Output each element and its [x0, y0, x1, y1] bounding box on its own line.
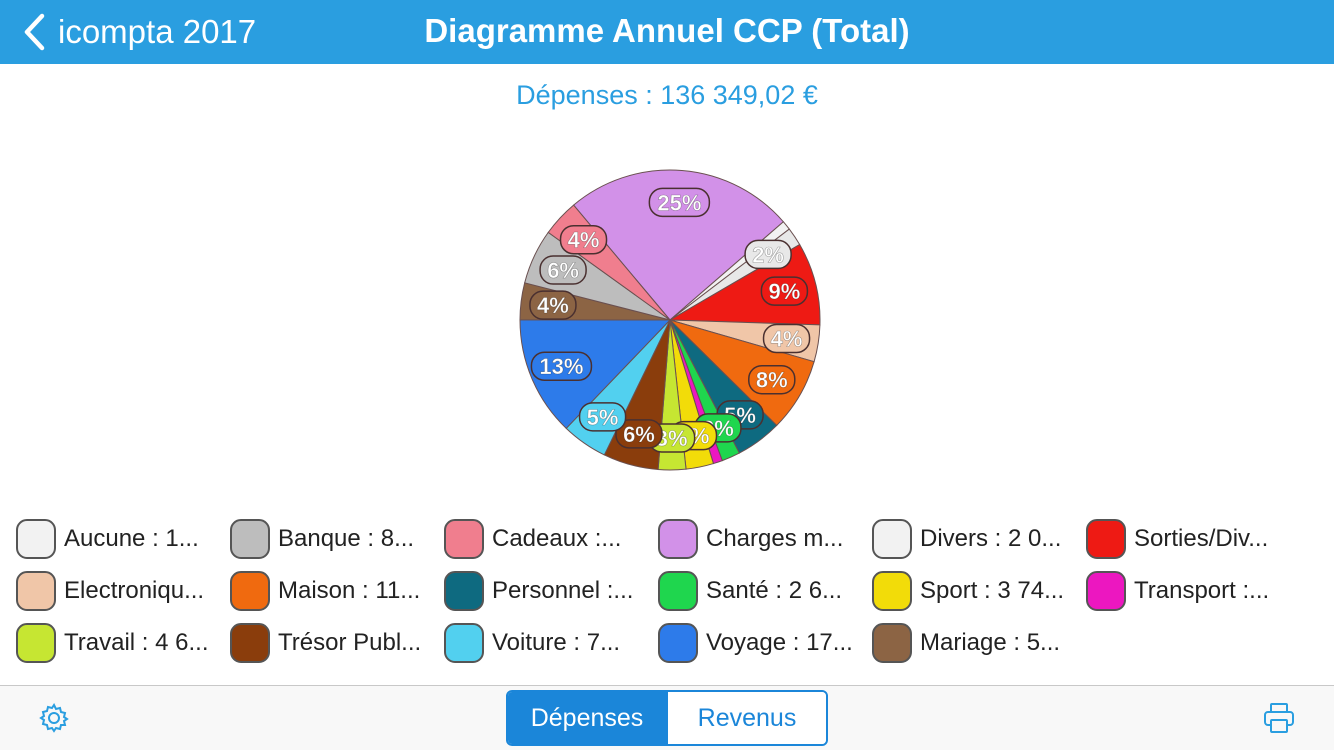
legend-label: Aucune : 1...: [64, 525, 199, 552]
printer-icon[interactable]: [1262, 701, 1296, 735]
pie-slice[interactable]: [519, 319, 672, 430]
legend-item[interactable]: Charges m...: [658, 518, 868, 560]
tab-depenses[interactable]: Dépenses: [508, 692, 666, 744]
legend-label: Trésor Publ...: [278, 629, 422, 656]
slice-percent-label: 4%: [771, 326, 803, 351]
legend-swatch: [230, 571, 270, 611]
slice-label: 6%: [615, 419, 663, 449]
chevron-left-icon: [24, 13, 45, 51]
legend-item[interactable]: Santé : 2 6...: [658, 570, 868, 612]
pie-slice[interactable]: [572, 169, 785, 321]
legend-label: Sorties/Div...: [1134, 525, 1269, 552]
legend-swatch: [444, 623, 484, 663]
legend-label: Personnel :...: [492, 577, 634, 604]
legend-swatch: [1086, 571, 1126, 611]
legend-swatch: [1086, 519, 1126, 559]
legend-item[interactable]: Electroniqu...: [16, 570, 226, 612]
slice-label-bubble: [530, 351, 593, 381]
slice-label-bubble: [748, 364, 796, 395]
legend-label: Sport : 3 74...: [920, 577, 1065, 604]
legend-label: Cadeaux :...: [492, 525, 622, 552]
legend-label: Travail : 4 6...: [64, 629, 209, 656]
legend-item[interactable]: Voiture : 7...: [444, 622, 654, 664]
back-label: icompta 2017: [58, 13, 257, 50]
legend-label: Divers : 2 0...: [920, 525, 1062, 552]
legend-swatch: [16, 623, 56, 663]
legend-label: Voyage : 17...: [706, 629, 853, 656]
legend-item[interactable]: Mariage : 5...: [872, 622, 1082, 664]
slice-percent-label: 8%: [756, 368, 788, 393]
bottom-toolbar: Dépenses Revenus: [0, 685, 1334, 750]
legend-item[interactable]: Maison : 11...: [230, 570, 440, 612]
slice-label: 2%: [744, 239, 792, 270]
slice-label: 8%: [748, 364, 796, 395]
slice-label-bubble: [762, 323, 811, 354]
legend-label: Voiture : 7...: [492, 629, 621, 656]
legend-swatch: [658, 571, 698, 611]
legend-swatch: [872, 571, 912, 611]
slice-label: 13%: [530, 351, 593, 381]
legend-item[interactable]: Travail : 4 6...: [16, 622, 226, 664]
legend-swatch: [872, 519, 912, 559]
legend-label: Mariage : 5...: [920, 629, 1061, 656]
legend-swatch: [872, 623, 912, 663]
legend-item[interactable]: Voyage : 17...: [658, 622, 868, 664]
legend-label: Banque : 8...: [278, 525, 415, 552]
slice-label-bubble: [615, 419, 663, 449]
gear-icon[interactable]: [38, 702, 70, 734]
slice-percent-label: 4%: [537, 293, 569, 318]
legend-item[interactable]: Cadeaux :...: [444, 518, 654, 560]
legend-swatch: [444, 519, 484, 559]
slice-percent-label: 25%: [657, 190, 701, 215]
legend-item[interactable]: Divers : 2 0...: [872, 518, 1082, 560]
pie-chart: 25%2%9%4%8%5%2%3%3%6%5%13%4%6%4%: [519, 169, 821, 471]
slice-percent-label: 6%: [547, 258, 579, 283]
slice-label: 25%: [648, 187, 711, 218]
slice-label-bubble: [744, 239, 792, 270]
legend-swatch: [444, 571, 484, 611]
slice-label-bubble: [648, 187, 711, 218]
legend-label: Electroniqu...: [64, 577, 205, 604]
legend-label: Santé : 2 6...: [706, 577, 843, 604]
slice-label: 6%: [539, 255, 587, 285]
slice-percent-label: 2%: [752, 242, 784, 267]
legend-item[interactable]: Sport : 3 74...: [872, 570, 1082, 612]
slice-label-bubble: [559, 224, 608, 255]
expense-income-switch: Dépenses Revenus: [506, 690, 828, 746]
slice-percent-label: 13%: [539, 354, 583, 379]
legend-item[interactable]: Aucune : 1...: [16, 518, 226, 560]
slice-label: 9%: [760, 276, 809, 306]
tab-revenus[interactable]: Revenus: [666, 692, 826, 744]
legend-label: Maison : 11...: [278, 577, 421, 604]
legend-swatch: [658, 623, 698, 663]
slice-label-bubble: [529, 290, 577, 320]
slice-percent-label: 5%: [587, 405, 619, 430]
legend-item[interactable]: Personnel :...: [444, 570, 654, 612]
slice-label: 5%: [578, 402, 627, 432]
slice-label: 4%: [529, 290, 577, 320]
legend-item[interactable]: Transport :...: [1086, 570, 1296, 612]
legend-swatch: [230, 623, 270, 663]
slice-label-bubble: [539, 255, 587, 285]
legend-item[interactable]: Banque : 8...: [230, 518, 440, 560]
back-button[interactable]: icompta 2017: [22, 8, 256, 56]
slice-label: 4%: [559, 224, 608, 255]
legend-item[interactable]: Trésor Publ...: [230, 622, 440, 664]
slice-percent-label: 9%: [769, 279, 801, 304]
slice-percent-label: 6%: [623, 422, 655, 447]
legend-item[interactable]: Sorties/Div...: [1086, 518, 1296, 560]
legend-swatch: [16, 519, 56, 559]
slice-label-bubble: [578, 402, 627, 432]
legend-swatch: [658, 519, 698, 559]
slice-percent-label: 4%: [568, 228, 600, 253]
navigation-bar: icompta 2017 Diagramme Annuel CCP (Total…: [0, 0, 1334, 64]
legend-label: Charges m...: [706, 525, 844, 552]
legend-swatch: [16, 571, 56, 611]
legend-label: Transport :...: [1134, 577, 1270, 604]
slice-label-bubble: [760, 276, 809, 306]
legend-swatch: [230, 519, 270, 559]
slice-label: 4%: [762, 323, 811, 354]
expenses-total: Dépenses : 136 349,02 €: [516, 80, 818, 110]
